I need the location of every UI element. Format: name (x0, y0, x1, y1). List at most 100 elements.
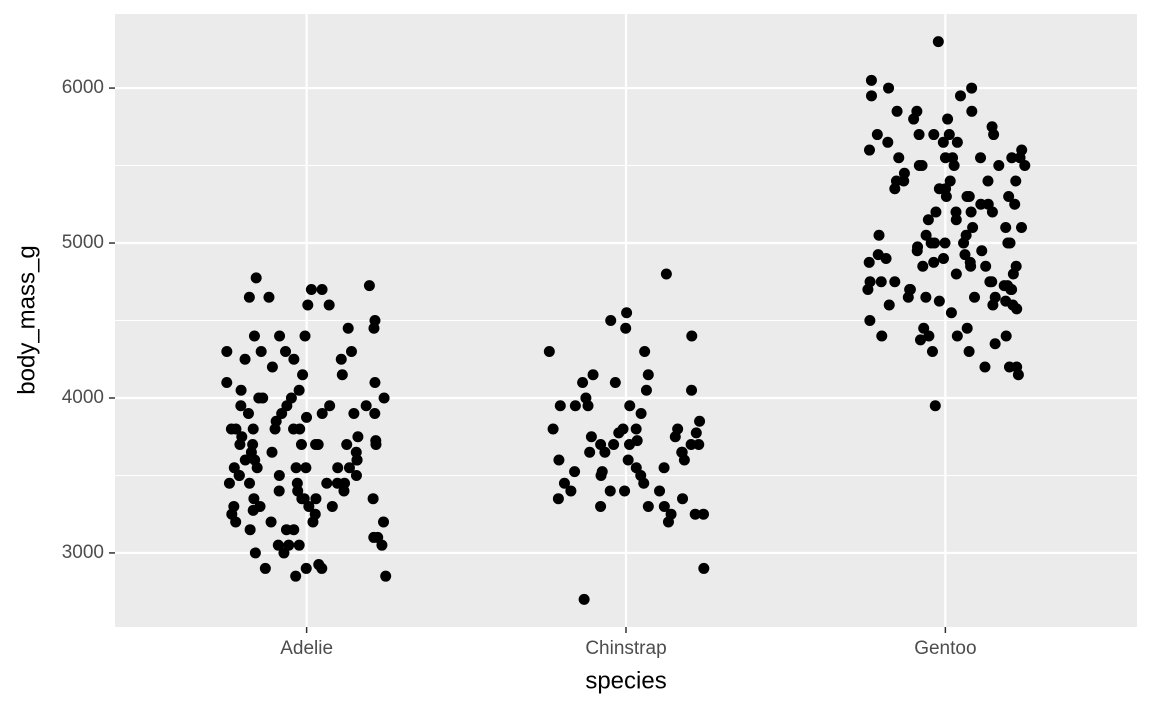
point (350, 469, 362, 481)
point (918, 322, 930, 334)
point (343, 462, 355, 474)
point (928, 256, 940, 268)
point (669, 431, 681, 443)
point (640, 384, 652, 396)
point (933, 183, 945, 195)
point (913, 129, 925, 141)
point (1003, 361, 1015, 373)
point (891, 105, 903, 117)
point (987, 299, 999, 311)
point (577, 376, 589, 388)
point (863, 256, 875, 268)
point (943, 129, 955, 141)
point (686, 330, 698, 342)
point (293, 539, 305, 551)
point (578, 593, 590, 605)
point (948, 160, 960, 172)
point (299, 330, 311, 342)
point (923, 330, 935, 342)
point (596, 466, 608, 478)
point (266, 446, 278, 458)
point (302, 299, 314, 311)
point (635, 407, 647, 419)
points (221, 36, 1031, 605)
point (244, 477, 256, 489)
point (609, 376, 621, 388)
point (352, 431, 364, 443)
point (864, 315, 876, 326)
point (1006, 152, 1018, 164)
point (1010, 260, 1022, 272)
point (658, 500, 670, 512)
x-axis-title: species (585, 667, 666, 694)
x-tick-label: Gentoo (914, 638, 976, 659)
point (933, 295, 945, 307)
point (961, 322, 973, 334)
point (967, 222, 979, 234)
point (242, 407, 254, 419)
point (378, 516, 390, 528)
point (954, 90, 966, 102)
point (300, 462, 312, 474)
point (939, 237, 951, 249)
point (281, 400, 293, 412)
point (958, 237, 970, 249)
point (642, 500, 654, 512)
point (873, 229, 885, 241)
point (912, 241, 924, 253)
point (642, 369, 654, 381)
point (276, 407, 288, 419)
point (1000, 295, 1012, 307)
point (665, 508, 677, 520)
point (866, 90, 878, 102)
point (336, 369, 348, 381)
point (631, 435, 643, 447)
point (697, 508, 709, 520)
point (324, 400, 336, 412)
point (236, 431, 248, 443)
point (235, 384, 247, 396)
point (863, 144, 875, 156)
point (605, 315, 617, 326)
point (617, 423, 629, 435)
point (248, 330, 260, 342)
point (932, 36, 944, 48)
point (547, 423, 559, 435)
point (226, 508, 238, 520)
y-tick-label: 3000 (62, 542, 104, 563)
point (250, 272, 262, 284)
point (342, 322, 354, 334)
point (248, 493, 260, 505)
point (295, 438, 307, 450)
point (929, 400, 941, 412)
point (369, 315, 381, 326)
point (239, 454, 251, 466)
point (552, 493, 564, 505)
point (939, 152, 951, 164)
point (864, 276, 876, 288)
point (265, 516, 277, 528)
point (989, 338, 1001, 350)
point (290, 462, 302, 474)
y-tick-label: 4000 (62, 387, 104, 408)
point (280, 345, 292, 357)
point (965, 206, 977, 218)
point (1003, 191, 1015, 203)
point (582, 400, 594, 412)
point (883, 82, 895, 94)
point (630, 423, 642, 435)
point (965, 260, 977, 272)
point (291, 477, 303, 489)
point (244, 524, 256, 536)
point (363, 280, 375, 292)
point (553, 454, 565, 466)
point (290, 570, 302, 582)
point (360, 400, 372, 412)
point (293, 384, 305, 396)
point (1002, 237, 1014, 249)
point (323, 299, 335, 311)
point (297, 369, 309, 381)
point (920, 291, 932, 303)
point (249, 547, 261, 559)
point (345, 345, 357, 357)
